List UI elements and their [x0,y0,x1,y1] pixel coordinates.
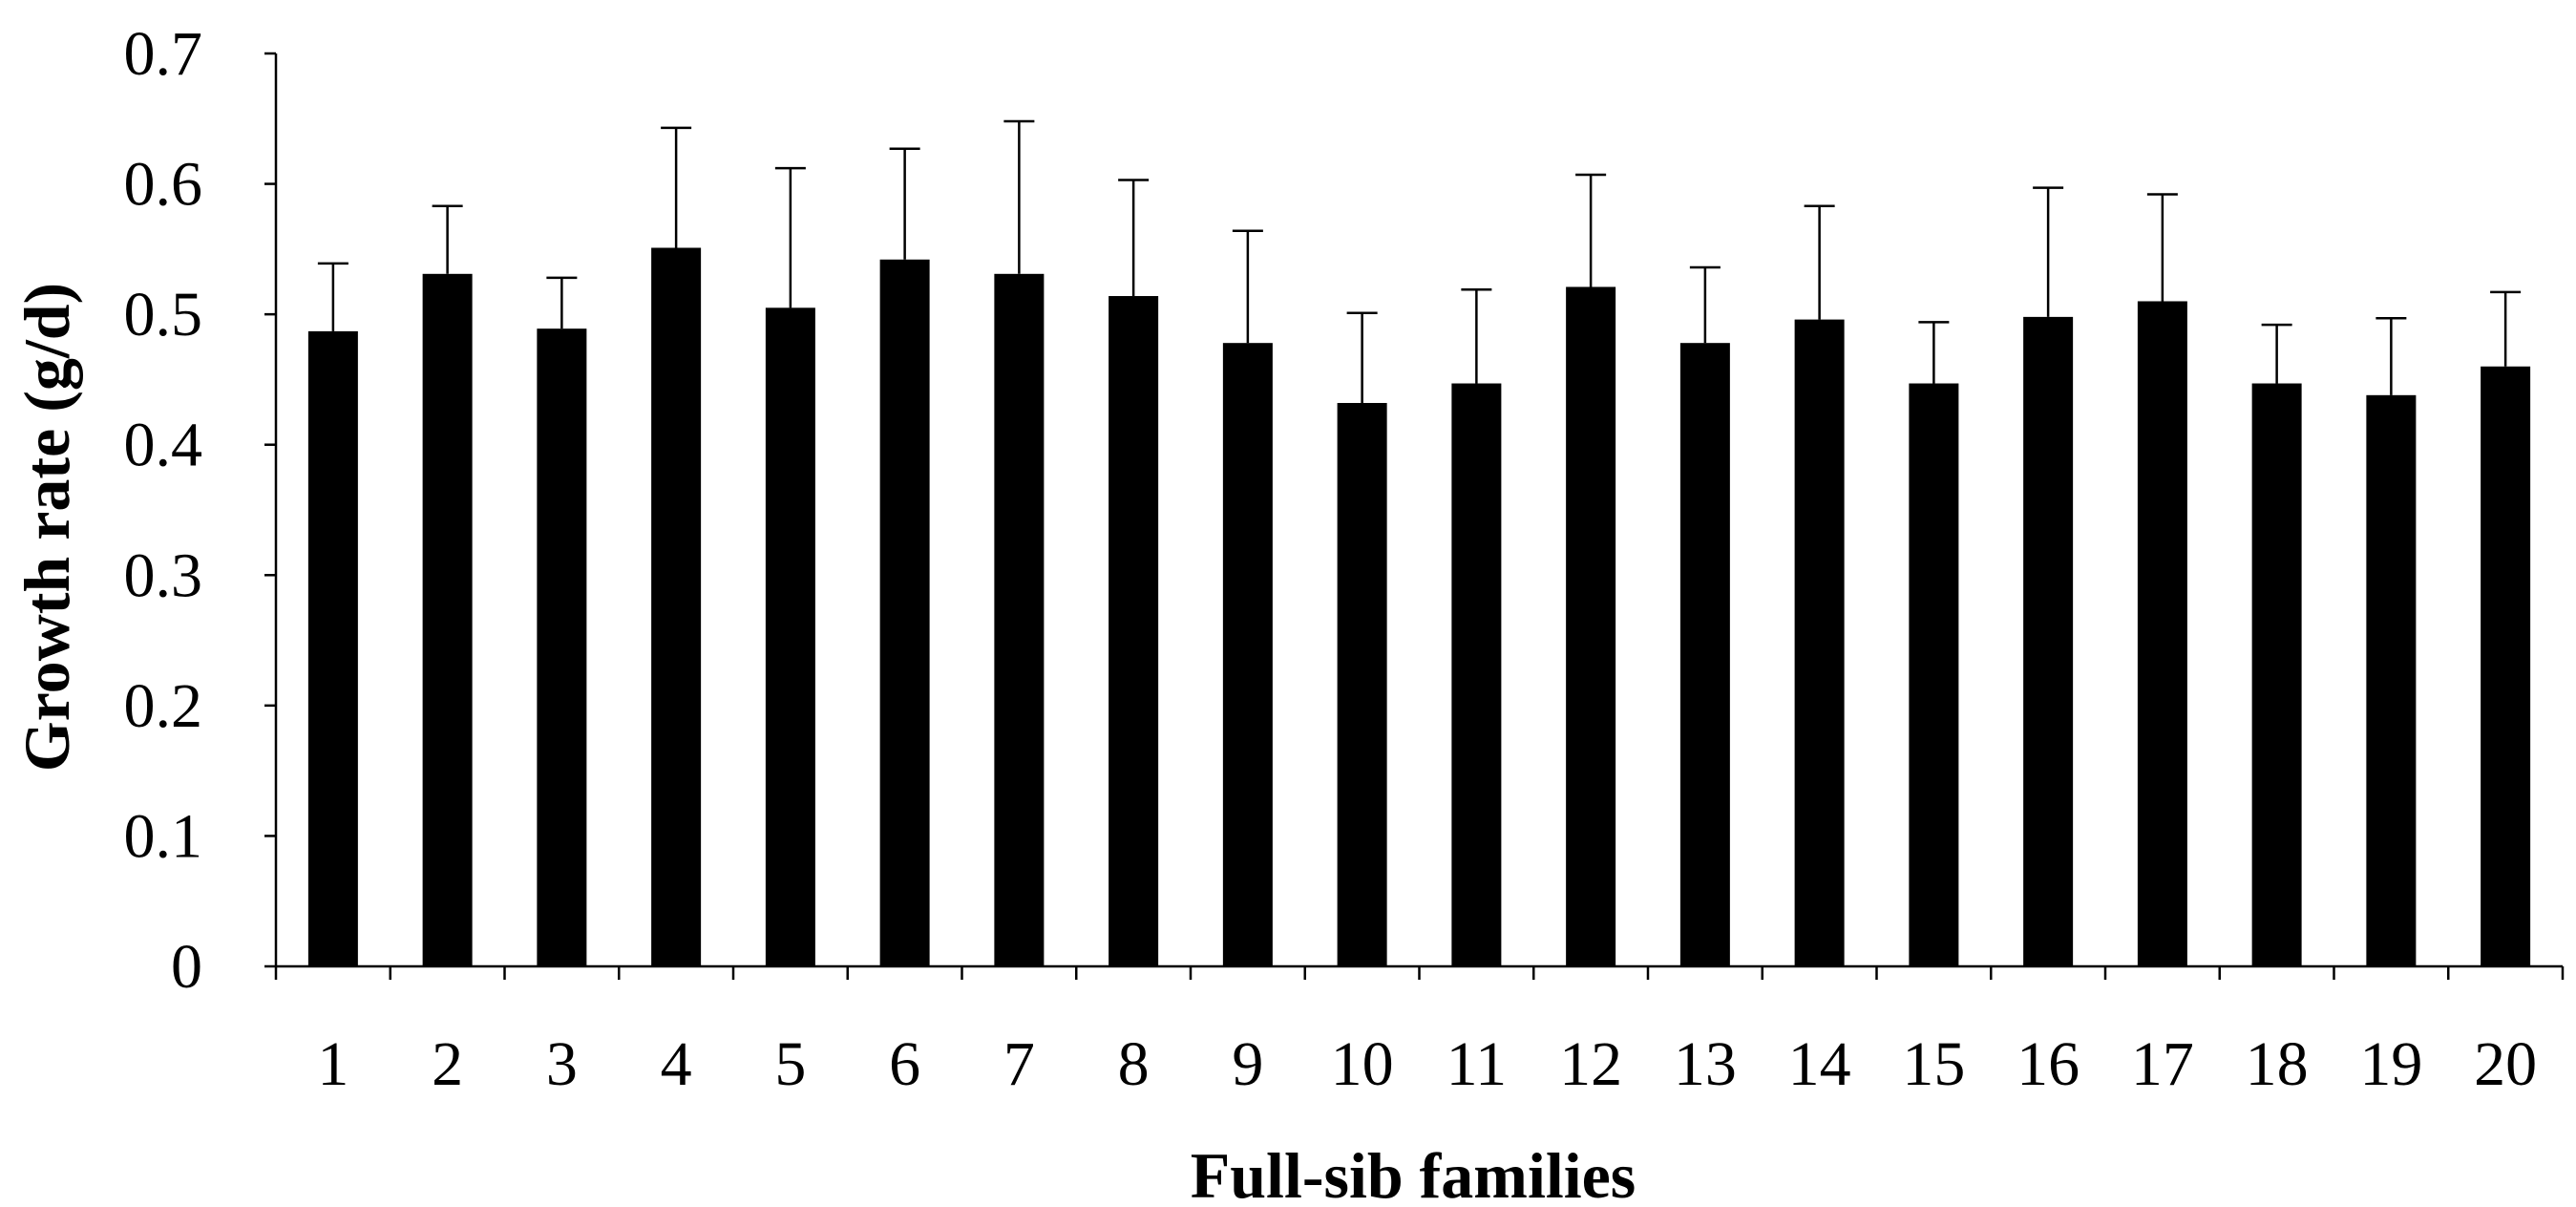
x-tick-label: 15 [1902,1029,1965,1099]
x-tick-label: 2 [432,1029,463,1099]
bar-family-19 [2366,394,2417,966]
bar-family-11 [1451,383,1502,966]
x-tick-label: 10 [1331,1029,1394,1099]
bar-family-16 [2023,316,2074,967]
x-tick-label: 12 [1559,1029,1622,1099]
y-tick-label: 0 [171,932,202,1002]
x-tick-label: 7 [1003,1029,1035,1099]
bar-family-20 [2481,366,2531,966]
bar-family-8 [1109,296,1159,967]
y-axis-title: Growth rate (g/d) [11,283,83,772]
y-tick-label: 0.7 [124,19,203,89]
y-tick-label: 0.2 [124,671,203,741]
bar-family-14 [1794,319,1845,966]
bar-family-17 [2137,301,2187,966]
bar-family-10 [1337,403,1387,966]
y-tick-label: 0.5 [124,280,203,349]
x-tick-label: 9 [1232,1029,1263,1099]
y-tick-label: 0.3 [124,540,203,610]
x-tick-label: 19 [2359,1029,2422,1099]
bar-family-5 [765,307,815,966]
x-tick-label: 6 [889,1029,920,1099]
x-tick-label: 11 [1446,1029,1508,1099]
bar-family-4 [651,247,702,966]
x-axis-title: Full-sib families [1191,1139,1636,1207]
bar-family-6 [879,259,930,967]
x-tick-label: 20 [2474,1029,2537,1099]
x-tick-label: 17 [2131,1029,2194,1099]
bar-family-9 [1222,343,1273,966]
x-tick-label: 3 [546,1029,578,1099]
y-tick-label: 0.6 [124,150,203,220]
bar-family-13 [1679,343,1730,966]
y-tick-label: 0.1 [124,801,203,871]
bar-family-3 [537,328,587,966]
bar-family-1 [307,330,358,966]
x-tick-label: 14 [1788,1029,1851,1099]
bar-family-12 [1566,286,1616,966]
x-tick-label: 4 [661,1029,692,1099]
y-tick-label: 0.4 [124,411,203,480]
x-tick-label: 8 [1118,1029,1150,1099]
bars-layer [307,119,2531,967]
x-tick-label: 18 [2246,1029,2309,1099]
bar-family-18 [2251,383,2302,966]
axes-layer [264,52,2565,980]
bar-family-2 [422,273,473,966]
x-tick-label: 1 [317,1029,348,1099]
labels-layer: 00.10.20.30.40.50.60.71 2 3 4 5 6 7 8 9 10 11 12 13 1… [124,19,2538,1099]
bar-family-7 [994,273,1045,966]
x-tick-label: 5 [774,1029,806,1099]
x-tick-label: 13 [1674,1029,1737,1099]
x-tick-label: 16 [2016,1029,2080,1099]
bar-family-15 [1909,383,1959,966]
